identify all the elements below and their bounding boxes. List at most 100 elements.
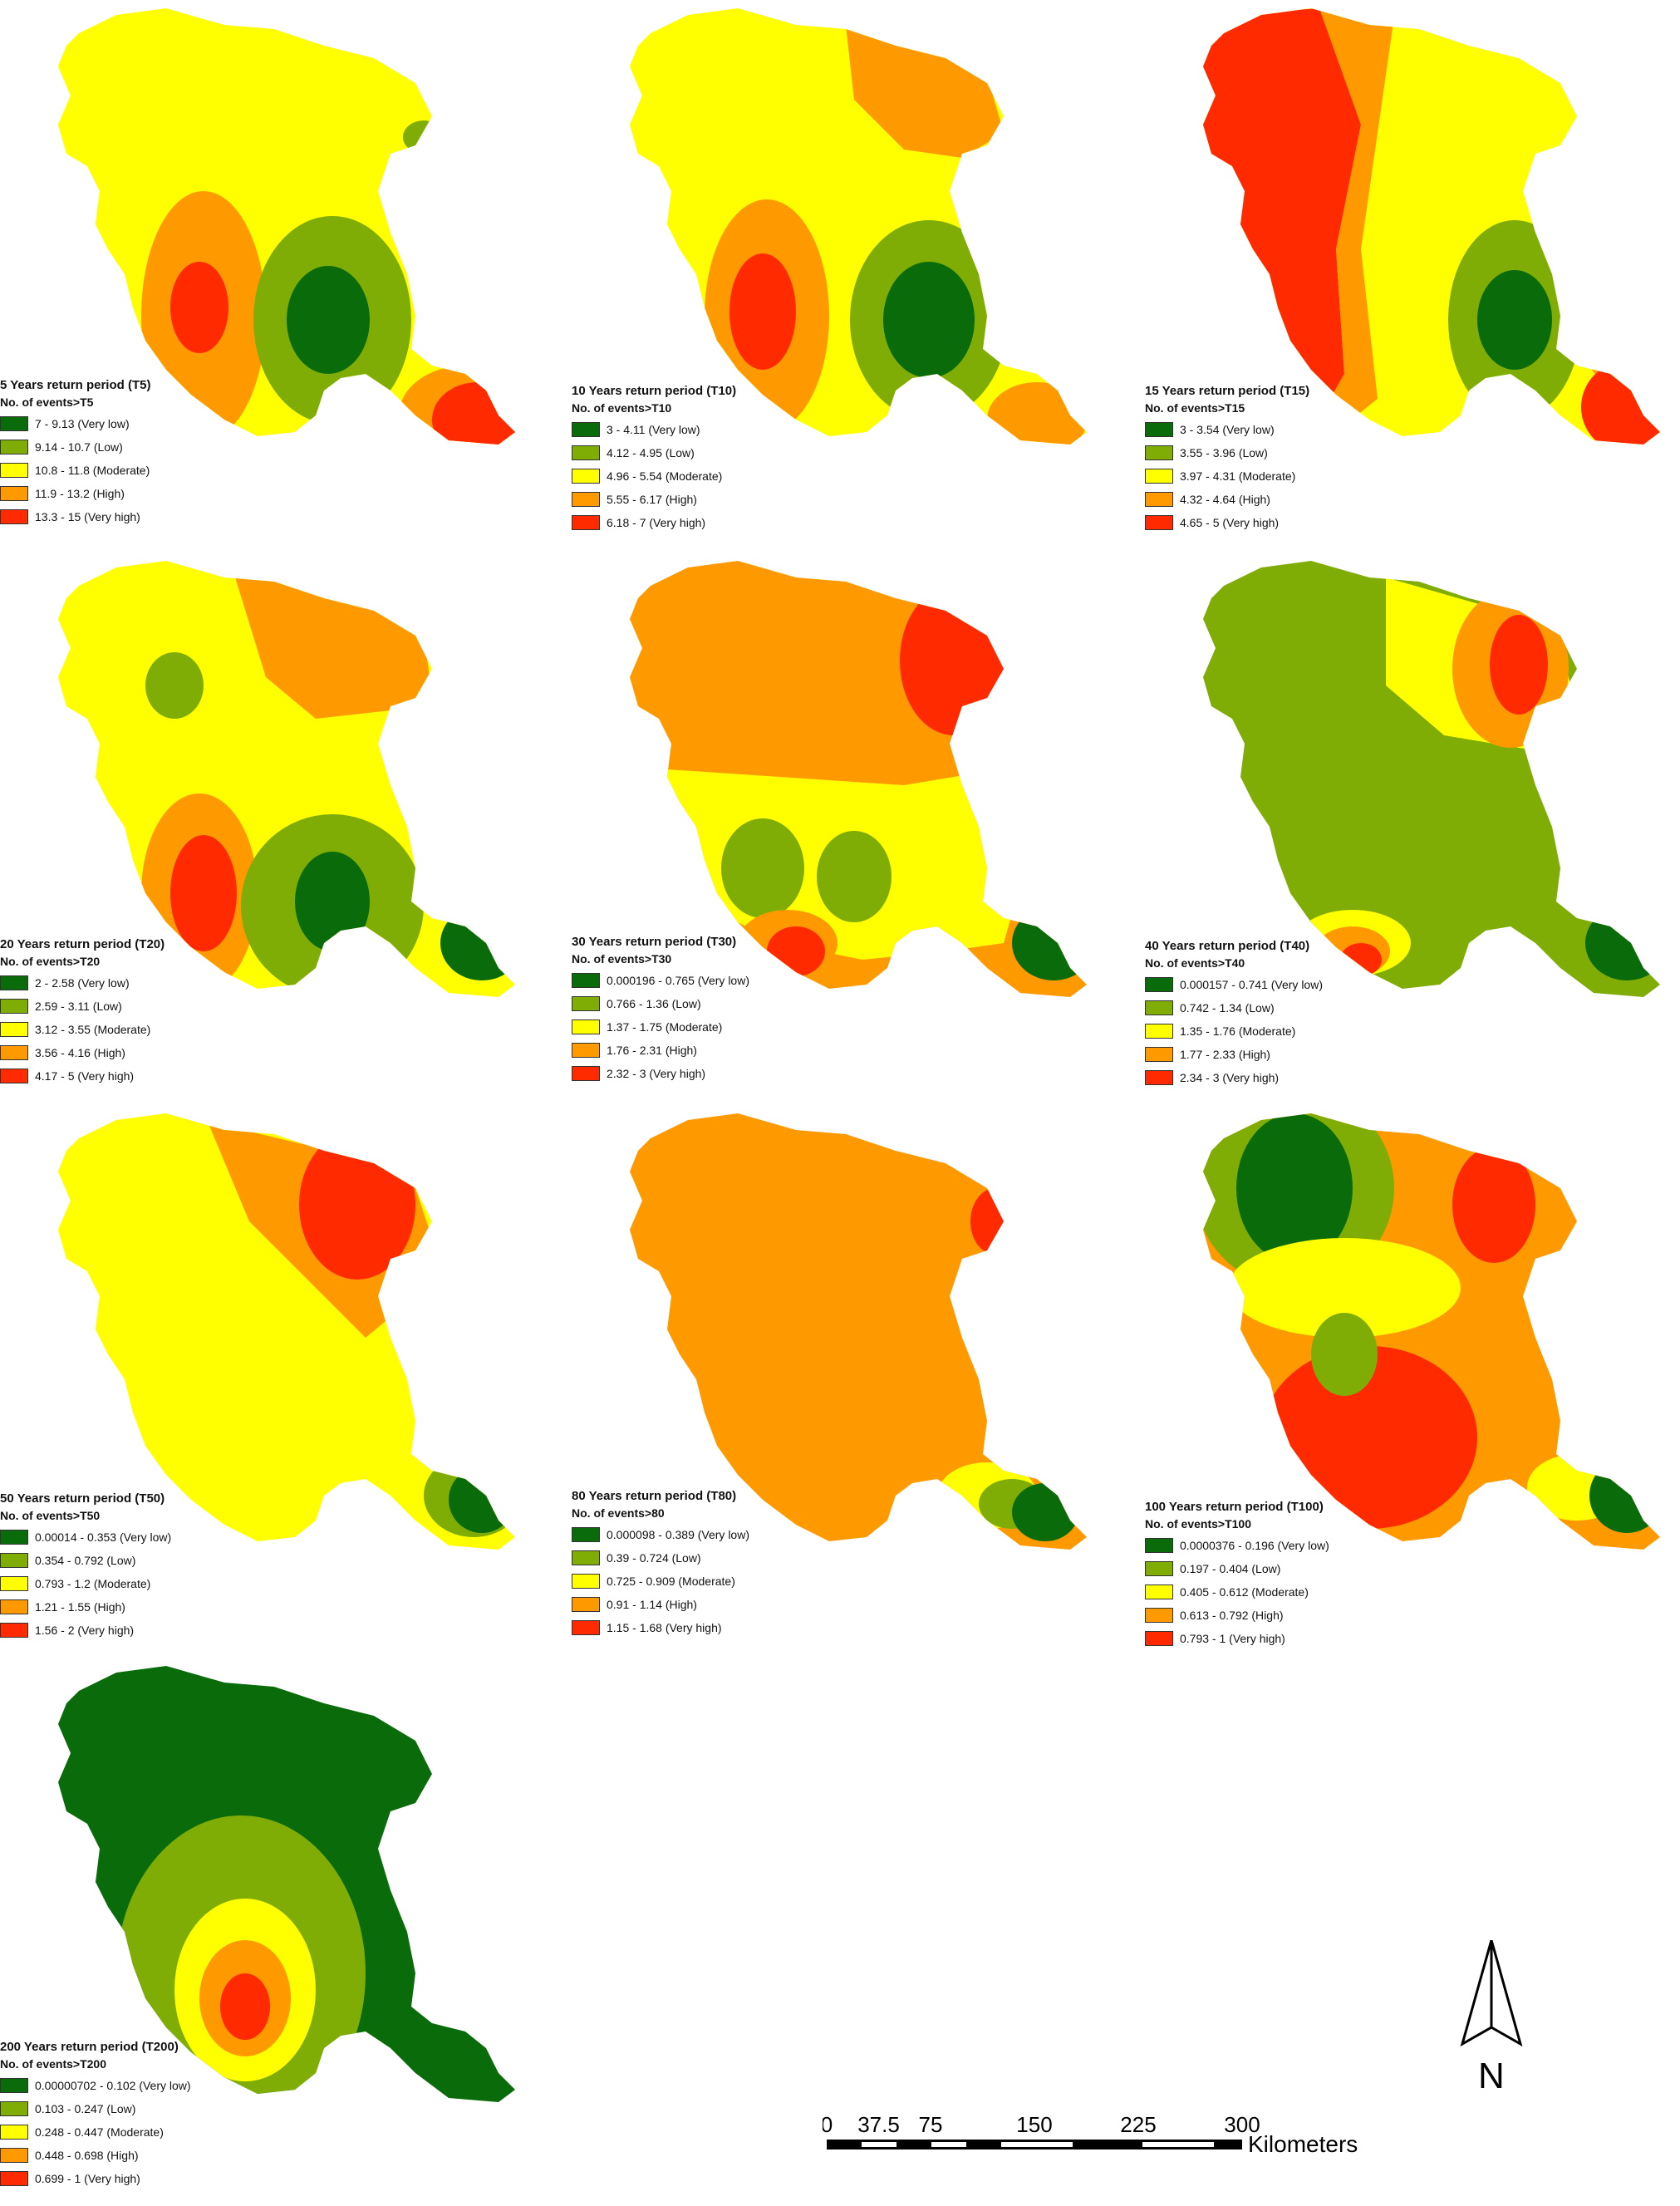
legend-swatch (1145, 1047, 1173, 1062)
legend-label: 3.97 - 4.31 (Moderate) (1180, 469, 1296, 483)
scale-tick-label: 75 (919, 2112, 943, 2137)
legend-label: 0.405 - 0.612 (Moderate) (1180, 1585, 1309, 1599)
legend-swatch (0, 999, 28, 1014)
legend-swatch (0, 1045, 28, 1060)
map-zone-very-high (299, 1130, 415, 1280)
legend-label: 2.32 - 3 (Very high) (607, 1067, 706, 1080)
legend-swatch (0, 1599, 28, 1614)
scale-tick-label: 225 (1120, 2112, 1156, 2137)
legend-label: 0.103 - 0.247 (Low) (35, 2102, 136, 2115)
legend-item: 4.32 - 4.64 (High) (1145, 488, 1309, 511)
map-zone-very-low (883, 262, 975, 378)
legend-swatch (0, 2148, 28, 2163)
legend-swatch (1145, 492, 1173, 507)
legend-swatch (0, 2101, 28, 2116)
legend-swatch (572, 1597, 600, 1612)
legend-item: 9.14 - 10.7 (Low) (0, 435, 150, 459)
legend-label: 4.32 - 4.64 (High) (1180, 493, 1270, 506)
scale-unit: Kilometers (1248, 2131, 1358, 2157)
legend-subtitle: No. of events>T10 (572, 401, 672, 415)
legend-title: 15 Years return period (T15) (1145, 384, 1310, 398)
legend-swatch (0, 486, 28, 501)
map-legend: 15 Years return period (T15) No. of event… (1145, 384, 1309, 534)
map-zone-low (721, 818, 804, 918)
legend-item: 2 - 2.58 (Very low) (0, 971, 165, 995)
legend-label: 0.000157 - 0.741 (Very low) (1180, 978, 1323, 991)
legend-title: 50 Years return period (T50) (0, 1491, 165, 1506)
map-legend: 20 Years return period (T20) No. of event… (0, 937, 165, 1088)
legend-item: 1.76 - 2.31 (High) (572, 1039, 749, 1062)
legend-label: 3.55 - 3.96 (Low) (1180, 446, 1268, 459)
legend-item: 0.793 - 1 (Very high) (1145, 1627, 1329, 1650)
legend-swatch (1145, 977, 1173, 992)
legend-item: 0.000196 - 0.765 (Very low) (572, 969, 749, 992)
legend-item: 0.197 - 0.404 (Low) (1145, 1557, 1329, 1580)
map-zone-very-high (170, 262, 228, 353)
map-panel: 5 Years return period (T5) No. of events>… (0, 0, 548, 548)
legend-item: 0.248 - 0.447 (Moderate) (0, 2120, 191, 2144)
map-zone-very-high (1340, 943, 1382, 976)
legend-label: 4.96 - 5.54 (Moderate) (607, 469, 723, 483)
legend-swatch (1145, 469, 1173, 484)
map-zone-high (1311, 8, 1394, 432)
north-arrow: N (1442, 1939, 1541, 2098)
map-zone-very-low (440, 906, 515, 980)
legend-item: 4.17 - 5 (Very high) (0, 1064, 165, 1088)
legend-label: 0.613 - 0.792 (High) (1180, 1609, 1284, 1622)
legend-label: 11.9 - 13.2 (High) (35, 487, 125, 500)
map-zone-high (987, 382, 1087, 445)
scale-tick-label: 300 (1224, 2112, 1260, 2137)
legend-item: 13.3 - 15 (Very high) (0, 505, 150, 528)
legend-item: 4.96 - 5.54 (Moderate) (572, 464, 736, 488)
legend-label: 3 - 4.11 (Very low) (607, 423, 700, 436)
legend-label: 0.793 - 1 (Very high) (1180, 1632, 1285, 1645)
legend-item: 1.21 - 1.55 (High) (0, 1595, 171, 1619)
legend-item: 6.18 - 7 (Very high) (572, 511, 736, 534)
legend-item: 0.354 - 0.792 (Low) (0, 1549, 171, 1572)
map-zone-very-high (767, 926, 825, 976)
legend-item: 2.59 - 3.11 (Low) (0, 995, 165, 1018)
legend-item: 1.15 - 1.68 (Very high) (572, 1616, 749, 1639)
legend-swatch (0, 1069, 28, 1083)
legend-item: 0.793 - 1.2 (Moderate) (0, 1572, 171, 1595)
legend-label: 1.35 - 1.76 (Moderate) (1180, 1024, 1296, 1038)
legend-title: 10 Years return period (T10) (572, 384, 737, 398)
legend-item: 0.405 - 0.612 (Moderate) (1145, 1580, 1329, 1604)
map-zone-low (817, 831, 892, 922)
legend-swatch (572, 445, 600, 460)
legend-label: 0.39 - 0.724 (Low) (607, 1551, 701, 1565)
legend-item: 0.725 - 0.909 (Moderate) (572, 1570, 749, 1593)
legend-title: 40 Years return period (T40) (1145, 939, 1310, 953)
legend-subtitle: No. of events>T200 (0, 2057, 106, 2071)
legend-label: 1.15 - 1.68 (Very high) (607, 1621, 722, 1634)
choropleth-map (1203, 8, 1660, 445)
legend-label: 4.17 - 5 (Very high) (35, 1069, 135, 1083)
map-zone-very-low (1012, 906, 1087, 980)
legend-swatch (0, 1623, 28, 1638)
legend-swatch (572, 1620, 600, 1635)
map-panel: 80 Years return period (T80) No. of event… (572, 1105, 1120, 1653)
map-zone-very-low (1012, 1483, 1078, 1541)
legend-label: 6.18 - 7 (Very high) (607, 516, 706, 529)
legend-label: 2.34 - 3 (Very high) (1180, 1071, 1280, 1084)
legend-item: 2.34 - 3 (Very high) (1145, 1066, 1323, 1089)
scale-tick-label: 150 (1016, 2112, 1052, 2137)
map-zone-very-low (1589, 1458, 1660, 1533)
map-zone-very-high (220, 1973, 270, 2040)
legend-swatch (0, 416, 28, 431)
choropleth-map (630, 561, 1087, 997)
legend-item: 3.97 - 4.31 (Moderate) (1145, 464, 1309, 488)
legend-subtitle: No. of events>T100 (1145, 1517, 1251, 1530)
map-zone-very-high (970, 1188, 1020, 1255)
legend-swatch (0, 1553, 28, 1568)
map-zone-very-high (1452, 1147, 1535, 1263)
map-zone-very-low (1236, 1113, 1353, 1263)
legend-label: 0.00014 - 0.353 (Very low) (35, 1530, 172, 1544)
legend-label: 0.0000376 - 0.196 (Very low) (1180, 1539, 1329, 1552)
legend-label: 10.8 - 11.8 (Moderate) (35, 464, 150, 477)
legend-swatch (572, 469, 600, 484)
legend-swatch (1145, 1024, 1173, 1039)
legend-item: 0.613 - 0.792 (High) (1145, 1604, 1329, 1627)
legend-label: 3 - 3.54 (Very low) (1180, 423, 1275, 436)
legend-item: 3.55 - 3.96 (Low) (1145, 441, 1309, 464)
